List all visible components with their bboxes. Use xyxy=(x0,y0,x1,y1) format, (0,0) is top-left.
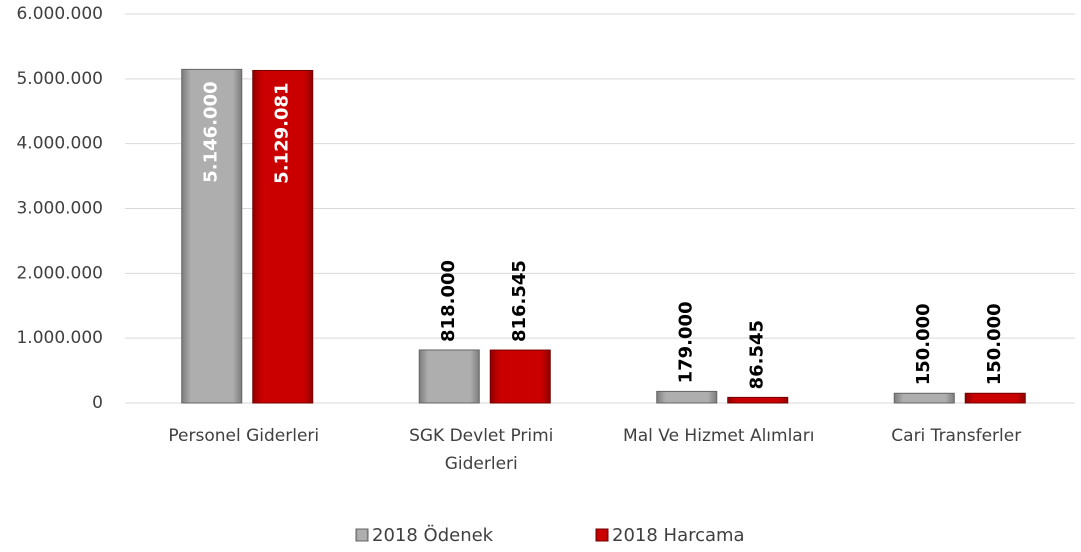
legend-swatch xyxy=(595,528,609,542)
y-tick-label: 0 xyxy=(92,393,103,413)
y-tick-label: 4.000.000 xyxy=(16,134,103,154)
x-tick-label: Personel Giderleri xyxy=(168,426,320,446)
bar xyxy=(893,392,955,404)
x-tick-label: Mal Ve Hizmet Alımları xyxy=(623,426,815,446)
bar xyxy=(656,390,718,404)
data-label: 5.129.081 xyxy=(272,82,293,183)
y-tick-label: 2.000.000 xyxy=(16,263,103,283)
bar xyxy=(418,349,480,404)
legend-label: 2018 Ödenek xyxy=(372,524,494,546)
legend-swatch xyxy=(355,528,369,542)
data-label: 150.000 xyxy=(984,303,1005,385)
y-tick-label: 1.000.000 xyxy=(16,328,103,348)
data-label: 86.545 xyxy=(747,320,768,389)
data-label: 179.000 xyxy=(676,301,697,383)
data-label: 150.000 xyxy=(913,303,934,385)
legend-label: 2018 Harcama xyxy=(612,525,745,546)
y-tick-label: 6.000.000 xyxy=(16,4,103,24)
y-tick-label: 3.000.000 xyxy=(16,199,103,219)
y-tick-label: 5.000.000 xyxy=(16,69,103,89)
bar xyxy=(181,68,243,404)
x-tick-label: Cari Transferler xyxy=(891,426,1022,446)
bar xyxy=(964,392,1026,404)
data-label: 816.545 xyxy=(509,260,530,342)
bar xyxy=(727,396,789,404)
data-label: 818.000 xyxy=(438,260,459,342)
bar xyxy=(252,69,314,404)
data-label: 5.146.000 xyxy=(201,81,222,182)
x-tick-label: SGK Devlet Primi Giderleri xyxy=(409,426,554,474)
bar xyxy=(489,349,551,404)
